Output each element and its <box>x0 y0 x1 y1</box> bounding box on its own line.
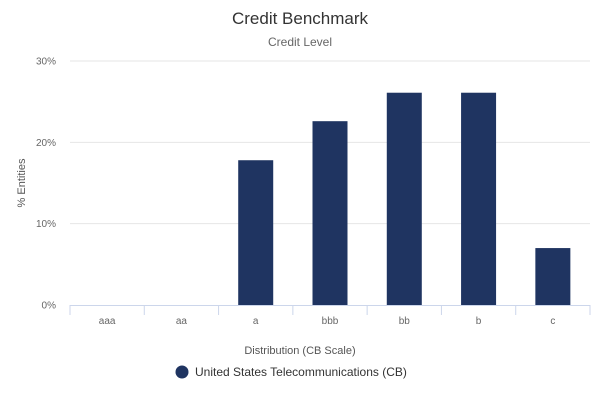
bars <box>238 92 571 305</box>
y-axis-title: % Entities <box>16 158 28 207</box>
chart-title: Credit Benchmark <box>232 9 369 28</box>
x-tick-label: aa <box>176 316 188 327</box>
x-tick-label: bb <box>399 316 411 327</box>
x-axis-ticks: aaa aa a bbb bb b c <box>69 305 591 327</box>
bar-bbb[interactable] <box>312 121 348 305</box>
y-axis-ticks: 0% 10% 20% 30% <box>36 57 56 312</box>
x-axis-title: Distribution (CB Scale) <box>244 345 355 357</box>
x-tick-label: aaa <box>99 316 116 327</box>
x-tick-label: c <box>550 316 555 327</box>
bar-a[interactable] <box>238 160 274 305</box>
y-tick-label: 20% <box>36 138 56 149</box>
legend-item[interactable]: United States Telecommunications (CB) <box>175 365 407 379</box>
y-tick-label: 0% <box>42 301 57 312</box>
x-tick-label: b <box>476 316 482 327</box>
legend-label: United States Telecommunications (CB) <box>195 365 407 379</box>
bar-c[interactable] <box>535 248 571 305</box>
chart-subtitle: Credit Level <box>268 35 332 49</box>
y-tick-label: 10% <box>36 219 56 230</box>
y-tick-label: 30% <box>36 57 56 68</box>
x-tick-label: a <box>253 316 259 327</box>
bar-b[interactable] <box>461 92 497 305</box>
bar-bb[interactable] <box>386 92 422 305</box>
legend-marker <box>175 365 189 379</box>
x-tick-label: bbb <box>322 316 339 327</box>
